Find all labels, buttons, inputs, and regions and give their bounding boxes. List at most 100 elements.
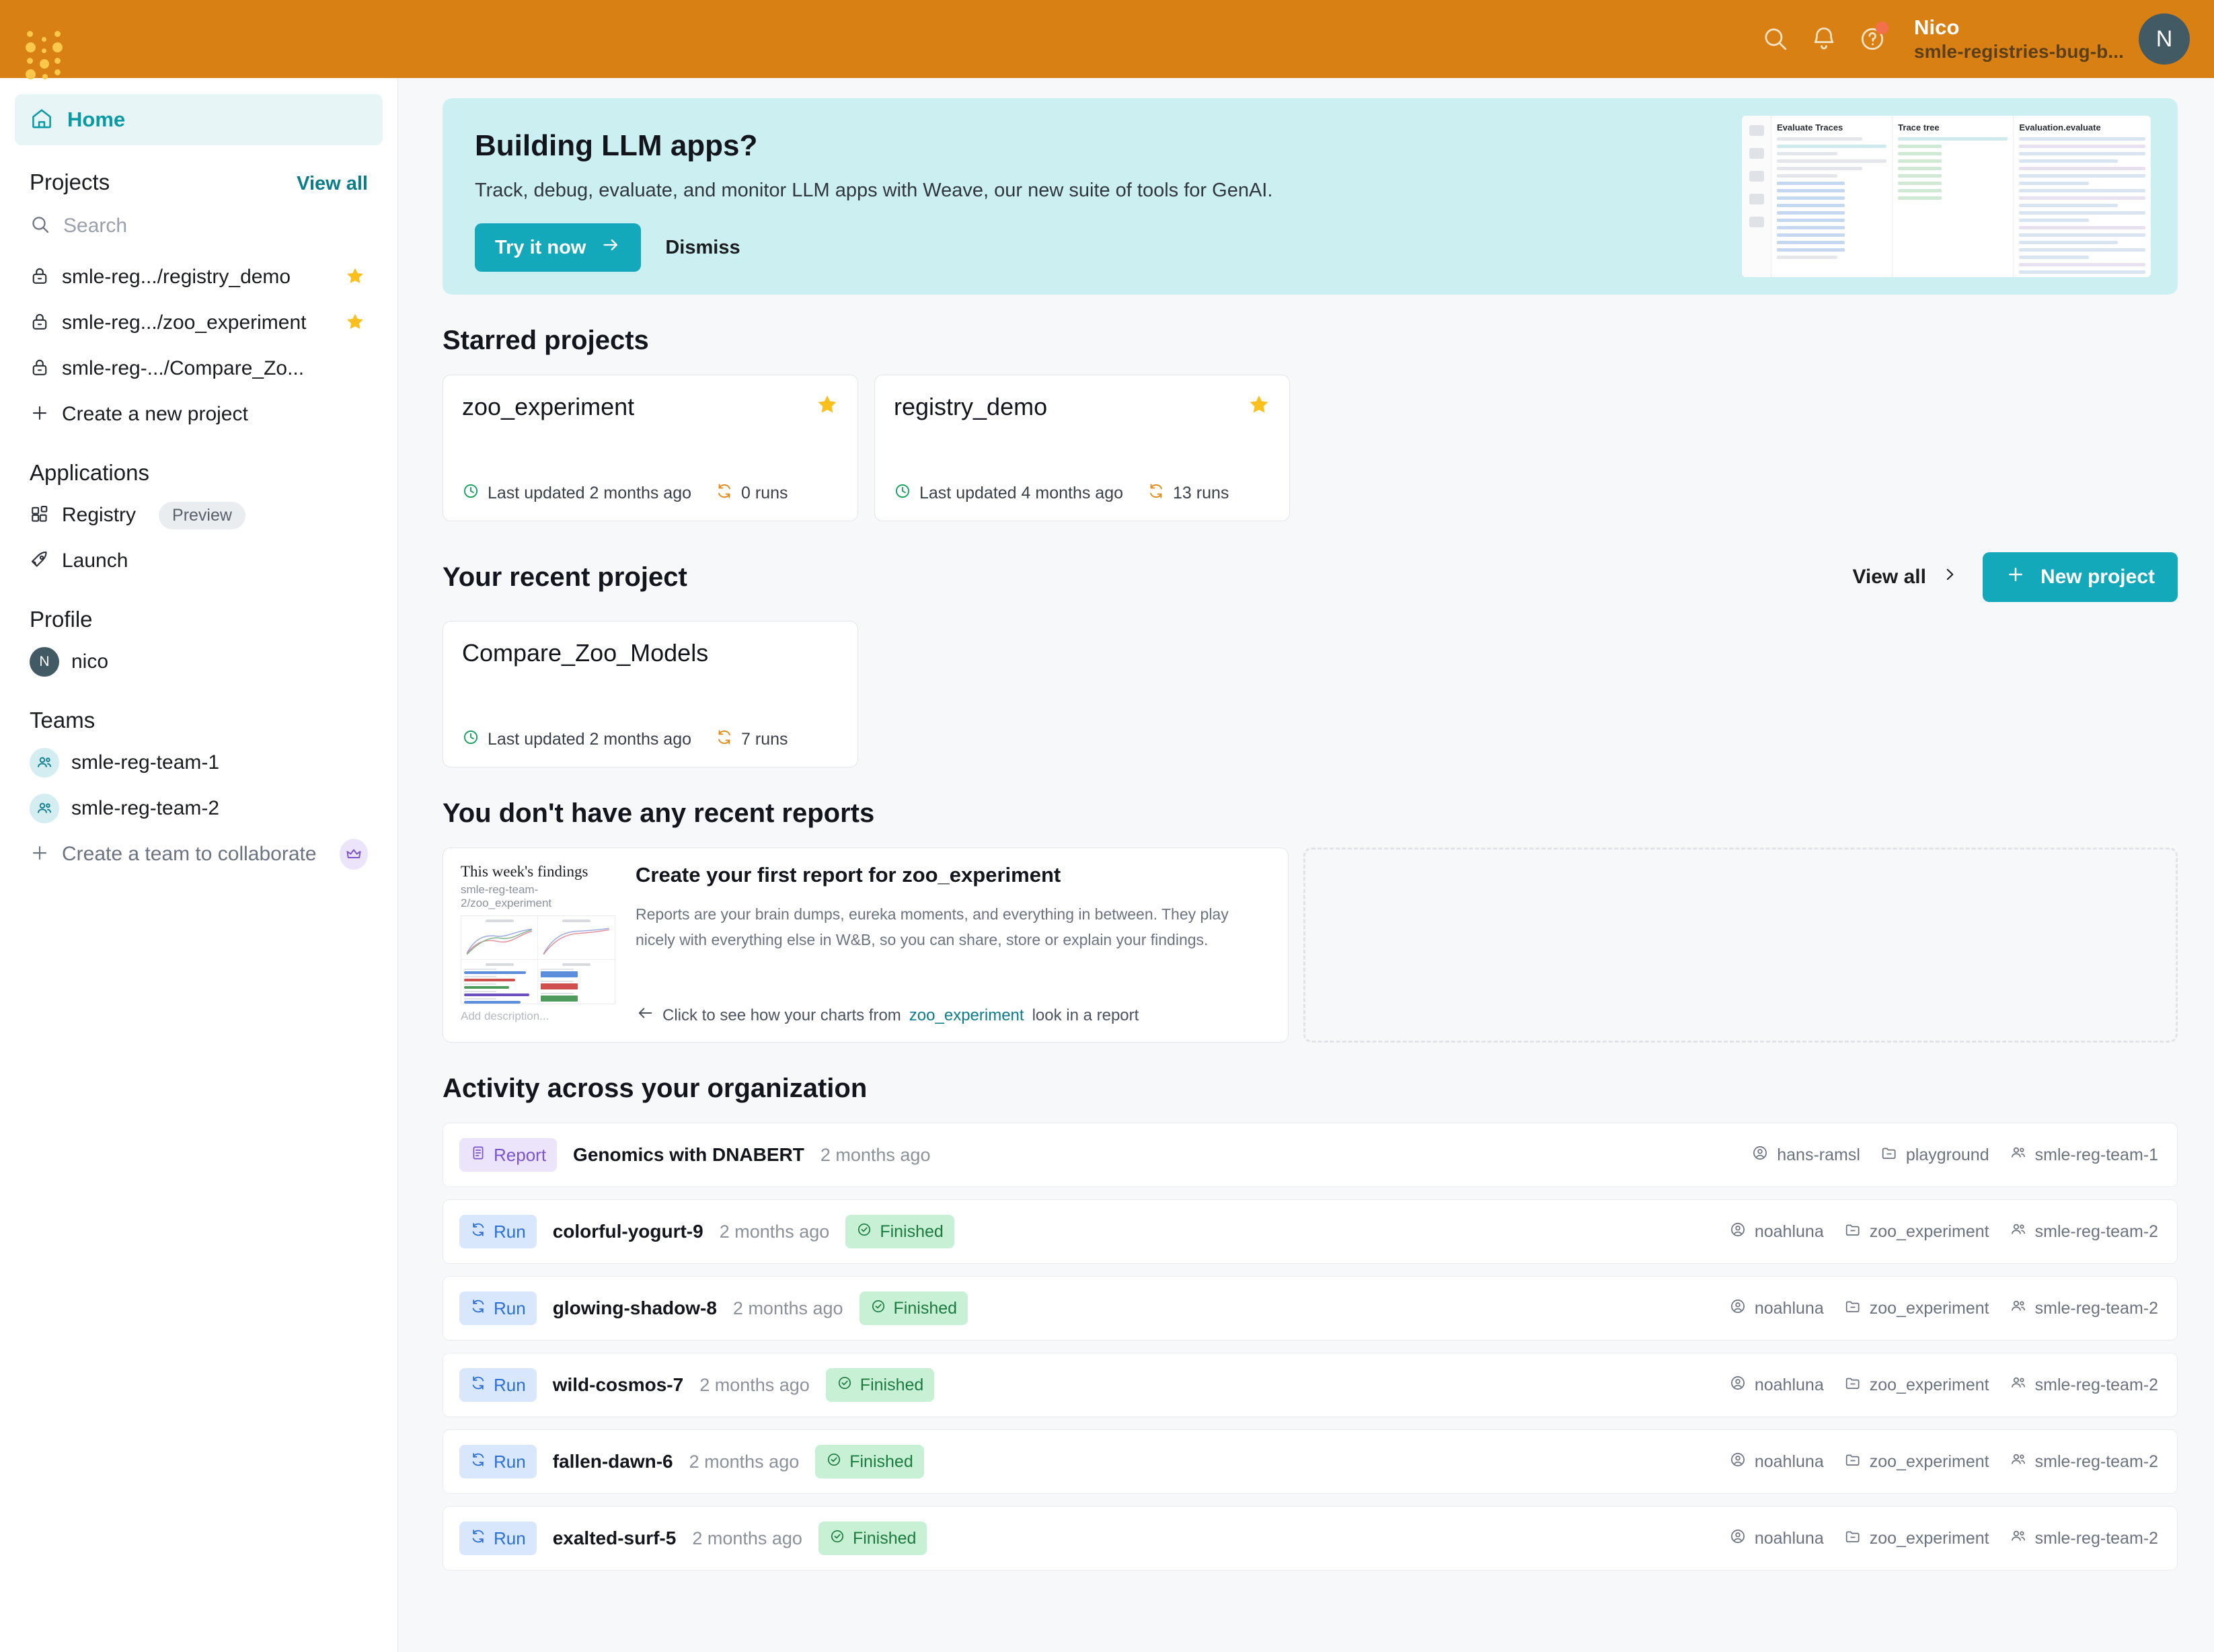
activity-team[interactable]: smle-reg-team-2 bbox=[2010, 1221, 2158, 1243]
last-updated: Last updated 4 months ago bbox=[894, 482, 1123, 504]
sidebar-project-zoo-experiment[interactable]: smle-reg.../zoo_experiment bbox=[15, 300, 383, 346]
sidebar-team-smle-reg-team-1[interactable]: smle-reg-team-1 bbox=[15, 740, 383, 786]
activity-author[interactable]: noahluna bbox=[1729, 1528, 1824, 1550]
sidebar-item-registry[interactable]: Registry Preview bbox=[15, 492, 383, 538]
sidebar-team-label: smle-reg-team-2 bbox=[71, 797, 220, 819]
kind-badge-label: Run bbox=[494, 1528, 526, 1548]
mini-chart-bars-2 bbox=[538, 960, 615, 1004]
status-badge-label: Finished bbox=[893, 1298, 958, 1318]
activity-team-label: smle-reg-team-2 bbox=[2034, 1528, 2158, 1548]
activity-title-text: fallen-dawn-6 bbox=[552, 1451, 673, 1472]
runs-label: 0 runs bbox=[741, 484, 788, 502]
create-first-report-card[interactable]: This week's findings smle-reg-team-2/zoo… bbox=[443, 848, 1289, 1043]
star-icon[interactable] bbox=[816, 393, 839, 419]
check-circle-icon bbox=[856, 1222, 872, 1242]
activity-team[interactable]: smle-reg-team-2 bbox=[2010, 1298, 2158, 1320]
activity-author[interactable]: noahluna bbox=[1729, 1221, 1824, 1243]
starred-projects-cards: zoo_experiment Last updated bbox=[443, 375, 2178, 521]
table-row[interactable]: Run fallen-dawn-6 2 months ago Finished bbox=[443, 1429, 2178, 1494]
activity-title-text: wild-cosmos-7 bbox=[552, 1374, 684, 1395]
create-team-button[interactable]: Create a team to collaborate bbox=[15, 831, 383, 877]
activity-author[interactable]: noahluna bbox=[1729, 1374, 1824, 1396]
project-search-input[interactable]: Search bbox=[15, 204, 383, 248]
thumb-tracetree-title: Trace tree bbox=[1898, 122, 1940, 133]
create-new-project-button[interactable]: Create a new project bbox=[15, 391, 383, 437]
table-row[interactable]: Run exalted-surf-5 2 months ago Finished bbox=[443, 1506, 2178, 1571]
activity-title-text: Genomics with DNABERT bbox=[573, 1144, 804, 1165]
activity-title-text: colorful-yogurt-9 bbox=[552, 1221, 703, 1242]
check-circle-icon bbox=[870, 1298, 886, 1319]
avatar[interactable]: N bbox=[2139, 13, 2190, 65]
last-updated-label: Last updated 2 months ago bbox=[488, 484, 692, 502]
activity-team[interactable]: smle-reg-team-1 bbox=[2010, 1144, 2158, 1166]
create-new-project-label: Create a new project bbox=[62, 403, 248, 425]
sidebar-item-launch[interactable]: Launch bbox=[15, 538, 383, 584]
table-row[interactable]: Run colorful-yogurt-9 2 months ago Finis… bbox=[443, 1199, 2178, 1264]
activity-project[interactable]: playground bbox=[1880, 1144, 1989, 1166]
sidebar-project-compare-zoo-models[interactable]: smle-reg-.../Compare_Zo... bbox=[15, 346, 383, 391]
run-icon bbox=[470, 1528, 486, 1549]
last-updated-label: Last updated 4 months ago bbox=[919, 484, 1124, 502]
project-card[interactable]: registry_demo Last updated bbox=[874, 375, 1290, 521]
activity-author-label: noahluna bbox=[1754, 1528, 1824, 1548]
activity-author[interactable]: noahluna bbox=[1729, 1451, 1824, 1473]
project-card-meta: Last updated 4 months ago 13 runs bbox=[894, 482, 1270, 504]
project-card[interactable]: zoo_experiment Last updated bbox=[443, 375, 858, 521]
activity-team[interactable]: smle-reg-team-2 bbox=[2010, 1528, 2158, 1550]
activity-team[interactable]: smle-reg-team-2 bbox=[2010, 1451, 2158, 1473]
activity-list: Report Genomics with DNABERT 2 months ag… bbox=[443, 1123, 2178, 1571]
banner-actions: Try it now Dismiss bbox=[475, 223, 1742, 272]
activity-author[interactable]: hans-ramsl bbox=[1751, 1144, 1860, 1166]
folder-icon bbox=[1880, 1144, 1898, 1166]
star-icon[interactable] bbox=[1248, 393, 1270, 419]
project-card-name: zoo_experiment bbox=[462, 393, 635, 420]
activity-team[interactable]: smle-reg-team-2 bbox=[2010, 1374, 2158, 1396]
table-row[interactable]: Report Genomics with DNABERT 2 months ag… bbox=[443, 1123, 2178, 1187]
runs-count: 13 runs bbox=[1147, 482, 1229, 504]
activity-title-text: exalted-surf-5 bbox=[552, 1528, 677, 1548]
activity-project[interactable]: zoo_experiment bbox=[1844, 1528, 1989, 1550]
dismiss-button[interactable]: Dismiss bbox=[665, 236, 740, 258]
activity-time: 2 months ago bbox=[692, 1528, 802, 1548]
team-icon bbox=[2010, 1298, 2027, 1320]
report-footer-project-link[interactable]: zoo_experiment bbox=[909, 1006, 1024, 1024]
table-row[interactable]: Run glowing-shadow-8 2 months ago Finish… bbox=[443, 1276, 2178, 1341]
thumb-sidebar bbox=[1742, 116, 1771, 277]
activity-author[interactable]: noahluna bbox=[1729, 1298, 1824, 1320]
search-icon[interactable] bbox=[1751, 15, 1800, 63]
report-thumb-title: This week's findings bbox=[461, 863, 588, 880]
projects-view-all-link[interactable]: View all bbox=[297, 173, 368, 194]
activity-project[interactable]: zoo_experiment bbox=[1844, 1451, 1989, 1473]
thumb-tracetree-panel: Trace tree bbox=[1893, 116, 2014, 277]
team-icon bbox=[2010, 1528, 2027, 1550]
activity-project[interactable]: zoo_experiment bbox=[1844, 1221, 1989, 1243]
star-icon[interactable] bbox=[345, 311, 365, 335]
question-circle-icon[interactable] bbox=[1848, 15, 1897, 63]
table-row[interactable]: Run wild-cosmos-7 2 months ago Finished bbox=[443, 1353, 2178, 1417]
sidebar-project-label: smle-reg.../zoo_experiment bbox=[62, 311, 307, 334]
new-project-button[interactable]: New project bbox=[1982, 552, 2178, 602]
folder-icon bbox=[1844, 1528, 1862, 1550]
status-badge: Finished bbox=[815, 1445, 924, 1478]
try-it-now-button[interactable]: Try it now bbox=[475, 223, 642, 272]
project-card[interactable]: Compare_Zoo_Models Last updated 2 months… bbox=[443, 621, 858, 767]
sidebar-project-registry-demo[interactable]: smle-reg.../registry_demo bbox=[15, 254, 383, 300]
activity-meta-group: noahluna zoo_experiment bbox=[1729, 1221, 2158, 1243]
star-icon[interactable] bbox=[345, 266, 365, 289]
wandb-logo[interactable] bbox=[26, 20, 63, 79]
clock-icon bbox=[462, 728, 480, 751]
thumb-code-title: Evaluation.evaluate bbox=[2019, 122, 2101, 133]
user-info[interactable]: Nico smle-registries-bug-b... bbox=[1914, 15, 2124, 63]
activity-project[interactable]: zoo_experiment bbox=[1844, 1374, 1989, 1396]
sidebar-team-smle-reg-team-2[interactable]: smle-reg-team-2 bbox=[15, 786, 383, 831]
bell-icon[interactable] bbox=[1800, 15, 1848, 63]
project-card-header: zoo_experiment bbox=[462, 393, 839, 421]
kind-badge: Run bbox=[459, 1368, 537, 1402]
new-project-label: New project bbox=[2040, 566, 2155, 588]
recent-view-all-link[interactable]: View all bbox=[1852, 566, 1958, 589]
sidebar-item-home[interactable]: Home bbox=[15, 94, 383, 145]
try-it-now-label: Try it now bbox=[495, 236, 586, 258]
sidebar-item-profile-nico[interactable]: N nico bbox=[15, 639, 383, 685]
activity-meta-group: noahluna zoo_experiment bbox=[1729, 1374, 2158, 1396]
activity-project[interactable]: zoo_experiment bbox=[1844, 1298, 1989, 1320]
